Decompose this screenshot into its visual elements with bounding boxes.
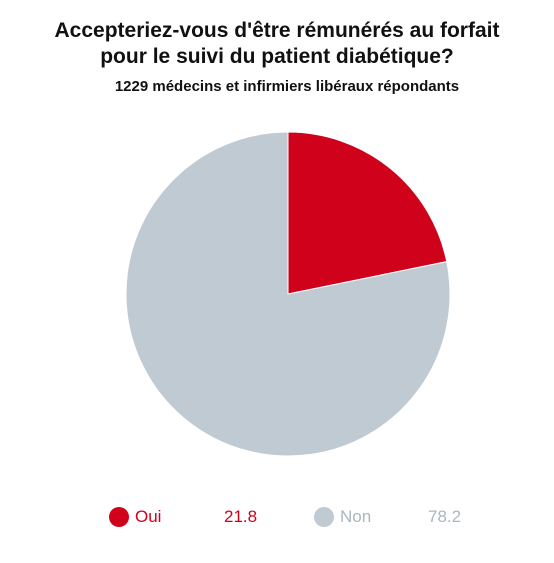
legend-value-non: 78.2 [428,507,462,526]
legend-value-oui: 21.8 [224,507,258,526]
legend-label-oui: Oui [135,507,162,526]
legend-swatch-oui [109,507,129,527]
chart-title: Accepteriez-vous d'être rémunérés au for… [0,18,554,70]
chart-title-line-2: pour le suivi du patient diabétique? [100,45,454,68]
legend-item-non[interactable]: Non [314,506,371,528]
chart-title-line-1: Accepteriez-vous d'être rémunérés au for… [54,19,500,42]
pie-slice-oui[interactable] [287,131,448,295]
legend-item-oui[interactable]: Oui [109,506,161,528]
pie-slice-non[interactable] [125,131,451,457]
chart-subtitle: 1229 médecins et infirmiers libéraux rép… [114,78,460,95]
legend-swatch-non [314,507,334,527]
legend-label-non: Non [340,507,372,526]
